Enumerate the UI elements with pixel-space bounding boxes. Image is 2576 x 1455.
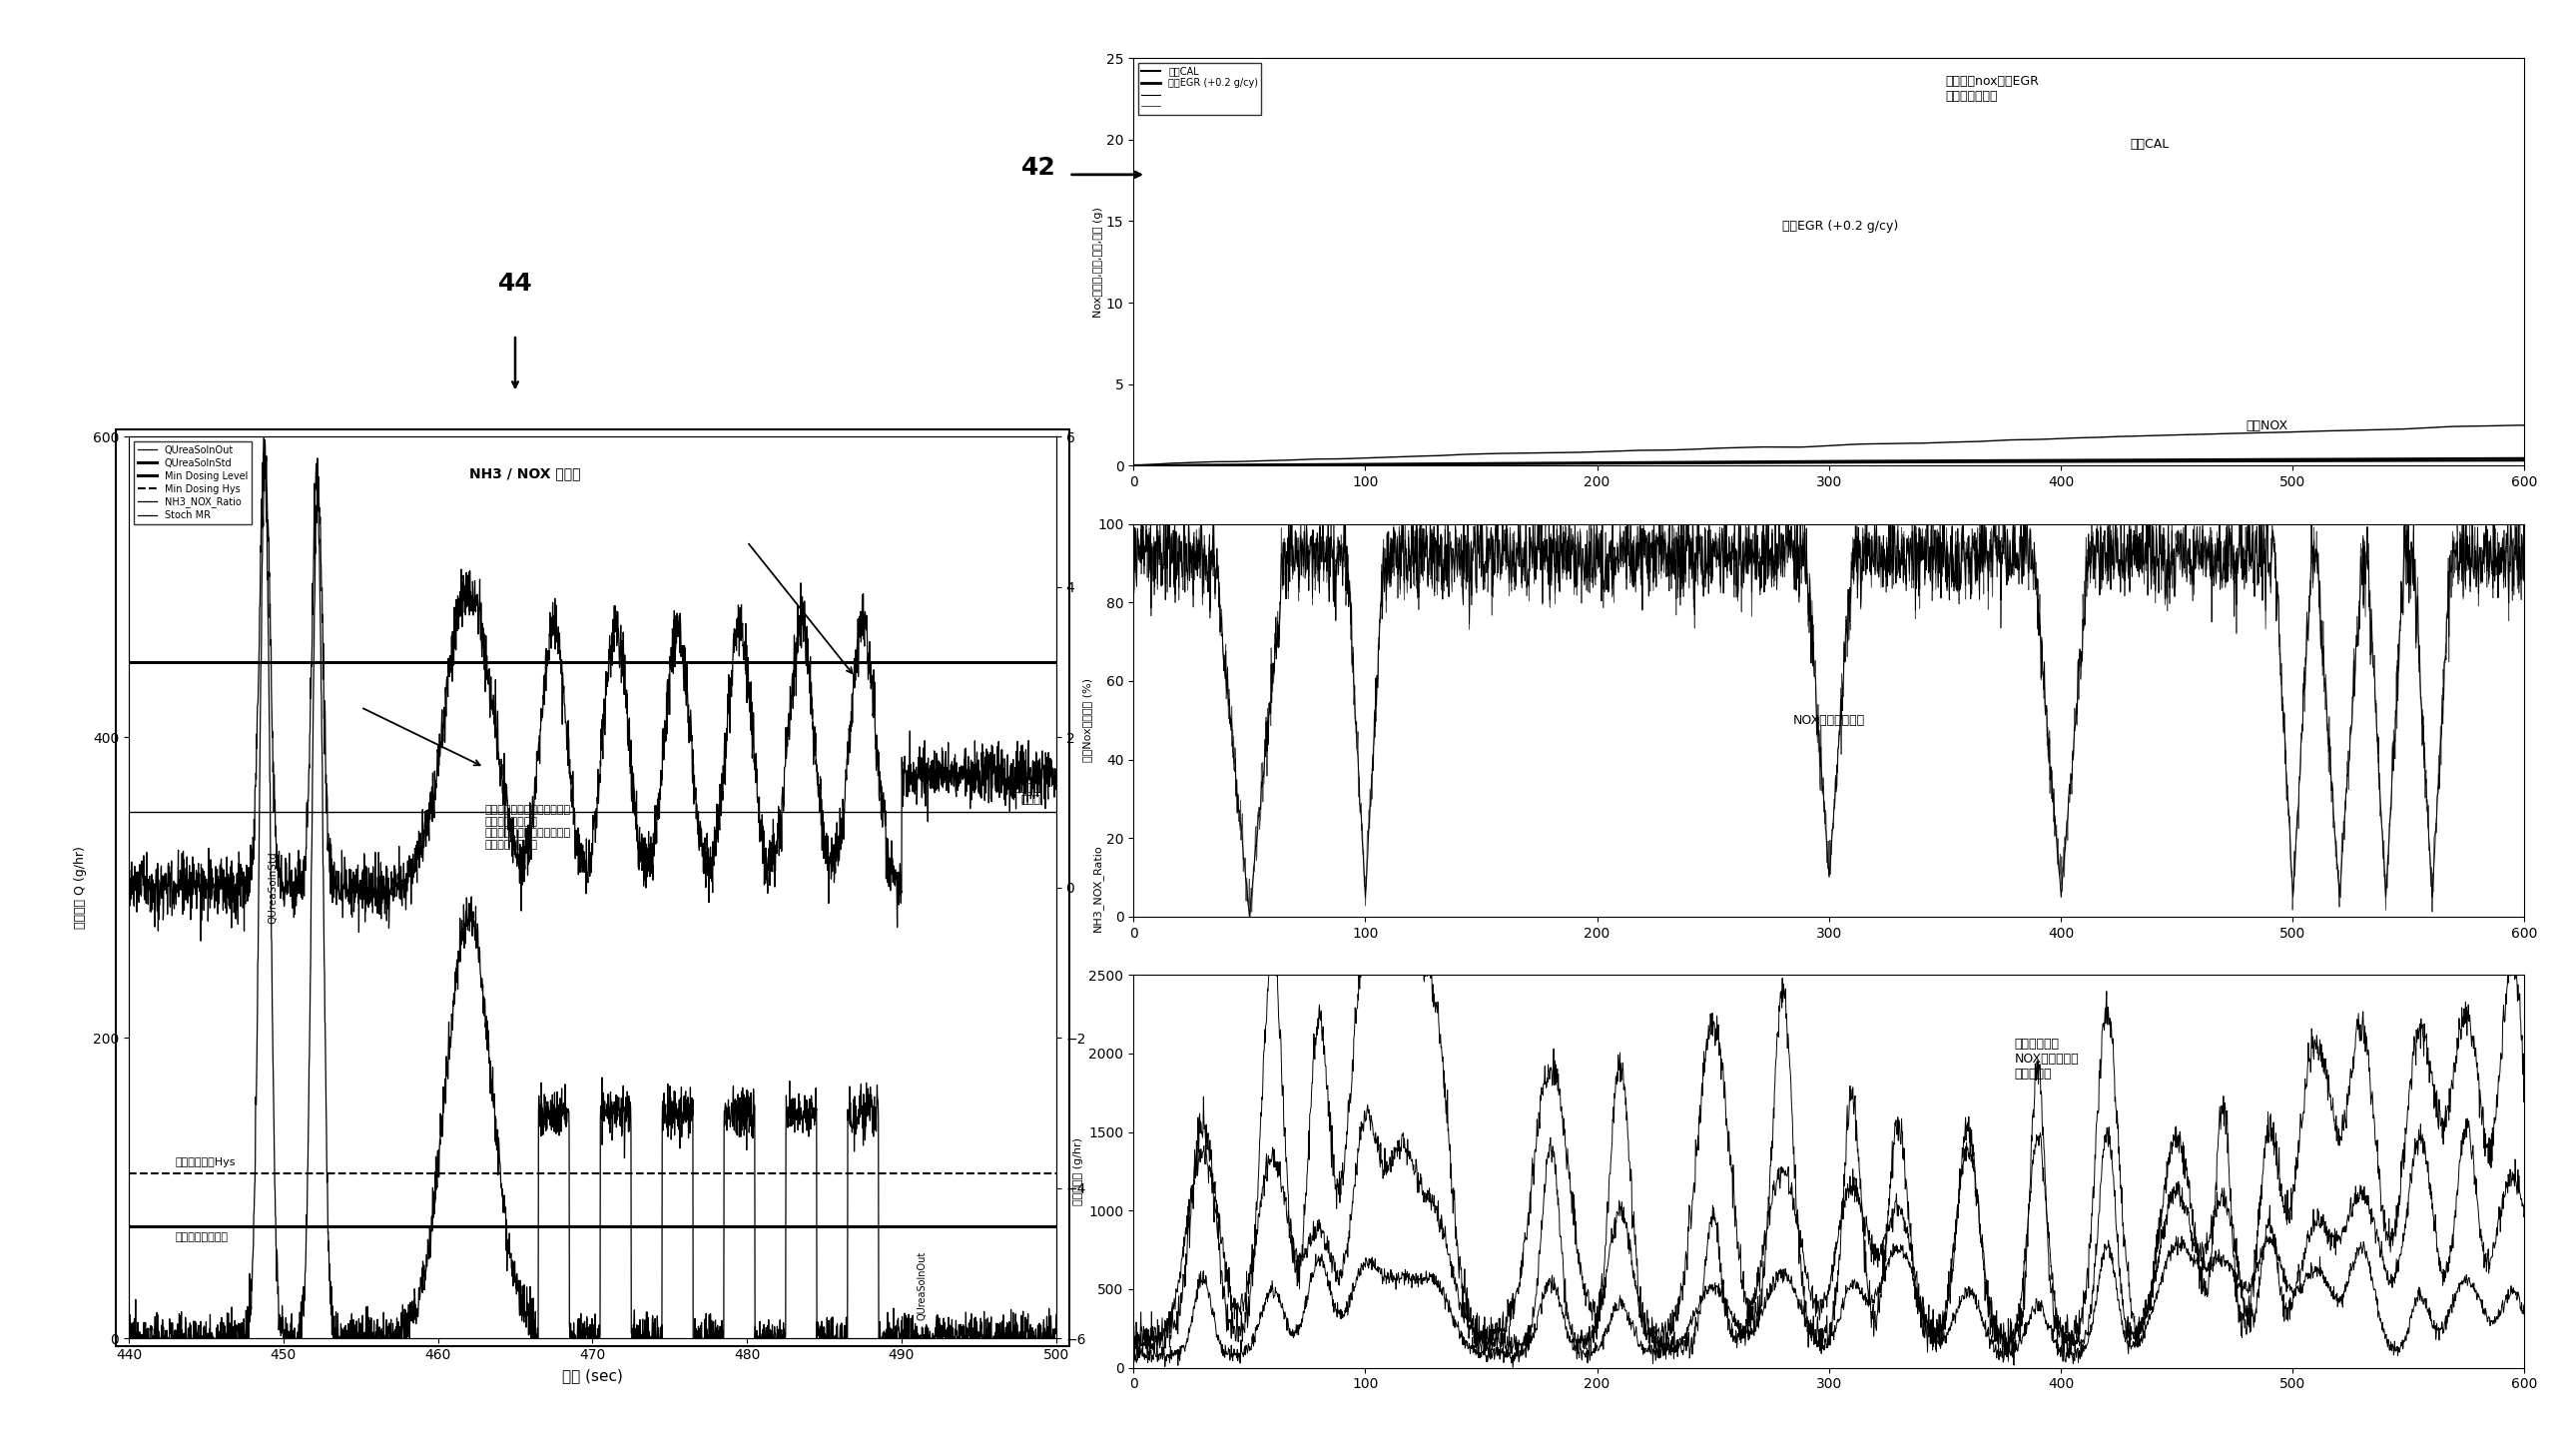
Text: 尾管NOX: 尾管NOX (2246, 419, 2287, 432)
Text: 较小EGR (+0.2 g/cy): 较小EGR (+0.2 g/cy) (1783, 220, 1899, 233)
X-axis label: 时间 (sec): 时间 (sec) (562, 1368, 623, 1382)
Text: 当所需尿素在最小値以上时，
标准剂量给予模式
当所需尿素在最小値以下时，
间歇剂量给予模式: 当所需尿素在最小値以上时， 标准剂量给予模式 当所需尿素在最小値以下时， 间歇剂… (484, 805, 569, 850)
Text: 最小剂量给予Hys: 最小剂量给予Hys (175, 1157, 234, 1167)
Y-axis label: 尿素液流量 (g/hr): 尿素液流量 (g/hr) (1074, 1138, 1082, 1205)
Text: 引擎输出nox由于EGR
校准变化而增加: 引擎输出nox由于EGR 校准变化而增加 (1945, 74, 2038, 102)
Y-axis label: Nox传感器,估算,质计,尿计 (g): Nox传感器,估算,质计,尿计 (g) (1092, 207, 1103, 317)
Text: 标准CAL: 标准CAL (2130, 138, 2169, 151)
Text: 化学当量
摔尔比: 化学当量 摔尔比 (1015, 783, 1041, 805)
Legend: 标准CAL, 较小EGR (+0.2 g/cy), , : 标准CAL, 较小EGR (+0.2 g/cy), , (1139, 63, 1262, 115)
Y-axis label: 剂量给予 Q (g/hr): 剂量给予 Q (g/hr) (75, 847, 88, 928)
Text: 42: 42 (1023, 156, 1056, 179)
Legend: QUreaSolnOut, QUreaSolnStd, Min Dosing Level, Min Dosing Hys, NH3_NOX_Ratio, Sto: QUreaSolnOut, QUreaSolnStd, Min Dosing L… (134, 441, 252, 524)
Text: 44: 44 (497, 272, 533, 295)
Text: QUreaSolnStd: QUreaSolnStd (268, 851, 278, 924)
Text: 最小剂量给予水平: 最小剂量给予水平 (175, 1232, 229, 1241)
Text: NOX转换效率维持: NOX转换效率维持 (1793, 714, 1865, 726)
Text: QUreaSolnOut: QUreaSolnOut (917, 1251, 927, 1321)
Y-axis label: NH3_NOX_Ratio: NH3_NOX_Ratio (1092, 844, 1103, 931)
Y-axis label: 间歇Nox转换效率 (%): 间歇Nox转换效率 (%) (1082, 678, 1092, 762)
Text: 根据引擎输出
NOX来调整尿素
剂量给予量: 根据引擎输出 NOX来调整尿素 剂量给予量 (2014, 1037, 2079, 1081)
Text: NH3 / NOX 比控制: NH3 / NOX 比控制 (469, 467, 580, 480)
